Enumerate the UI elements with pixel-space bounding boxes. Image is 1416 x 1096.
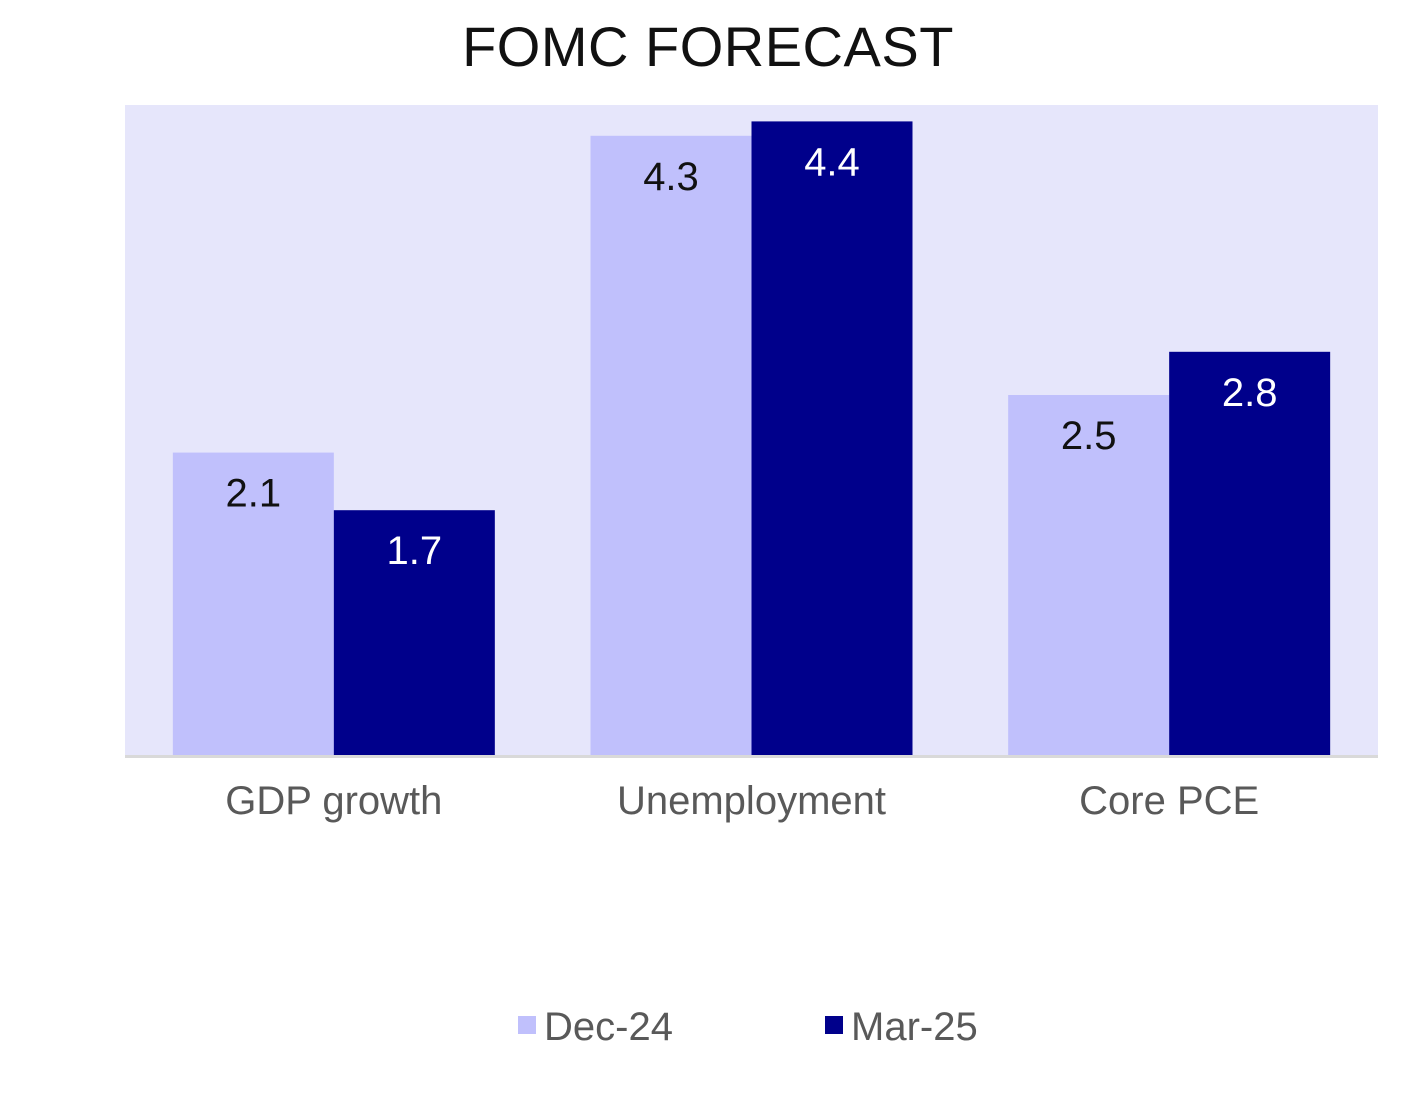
data-label: 2.1 (226, 472, 282, 516)
data-label: 2.5 (1061, 414, 1117, 458)
bar-dec-24-1 (590, 135, 752, 756)
data-label: 1.7 (387, 529, 443, 573)
bar-dec-24-0 (172, 452, 334, 755)
chart-title: FOMC FORECAST (462, 15, 954, 78)
data-label: 4.3 (643, 155, 699, 199)
bar-dec-24-2 (1008, 395, 1170, 755)
bar-mar-25-0 (333, 510, 495, 755)
bar-mar-25-2 (1169, 351, 1331, 755)
legend-label: Dec-24 (544, 1005, 673, 1049)
legend-label: Mar-25 (851, 1005, 978, 1049)
bar-mar-25-1 (751, 121, 913, 755)
x-tick-label: Unemployment (617, 779, 886, 823)
legend-swatch-dec-24 (518, 1016, 536, 1034)
x-tick-label: GDP growth (225, 779, 442, 823)
data-label: 2.8 (1222, 371, 1278, 415)
legend-swatch-mar-25 (825, 1016, 843, 1034)
data-label: 4.4 (804, 140, 860, 184)
x-tick-label: Core PCE (1079, 779, 1259, 823)
